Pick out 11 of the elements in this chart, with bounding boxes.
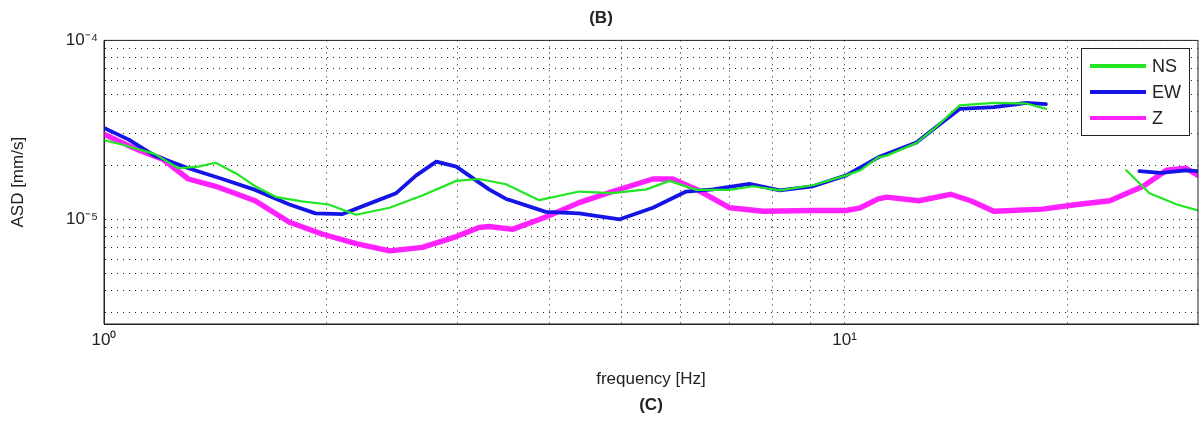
y-axis-title: ASD [mm/s] — [7, 136, 27, 228]
x-tick-label: 10⁰ — [91, 329, 117, 349]
chart-title: (B) — [589, 7, 613, 27]
text: (C) — [639, 394, 663, 414]
y-tick-label: 10⁻⁴ — [65, 30, 98, 50]
legend-label: Z — [1152, 107, 1163, 129]
legend-label: NS — [1152, 55, 1178, 77]
x-tick-label: 10¹ — [832, 329, 858, 349]
x-axis-title: frequency [Hz] — [596, 369, 706, 389]
legend-label: EW — [1152, 81, 1181, 103]
y-tick-label: 10⁻⁵ — [66, 209, 98, 229]
